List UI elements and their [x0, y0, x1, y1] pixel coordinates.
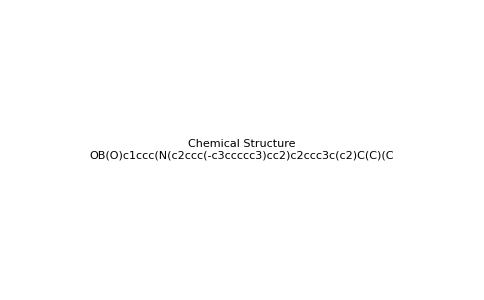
Text: Chemical Structure
OB(O)c1ccc(N(c2ccc(-c3ccccc3)cc2)c2ccc3c(c2)C(C)(C: Chemical Structure OB(O)c1ccc(N(c2ccc(-c…	[90, 139, 394, 161]
